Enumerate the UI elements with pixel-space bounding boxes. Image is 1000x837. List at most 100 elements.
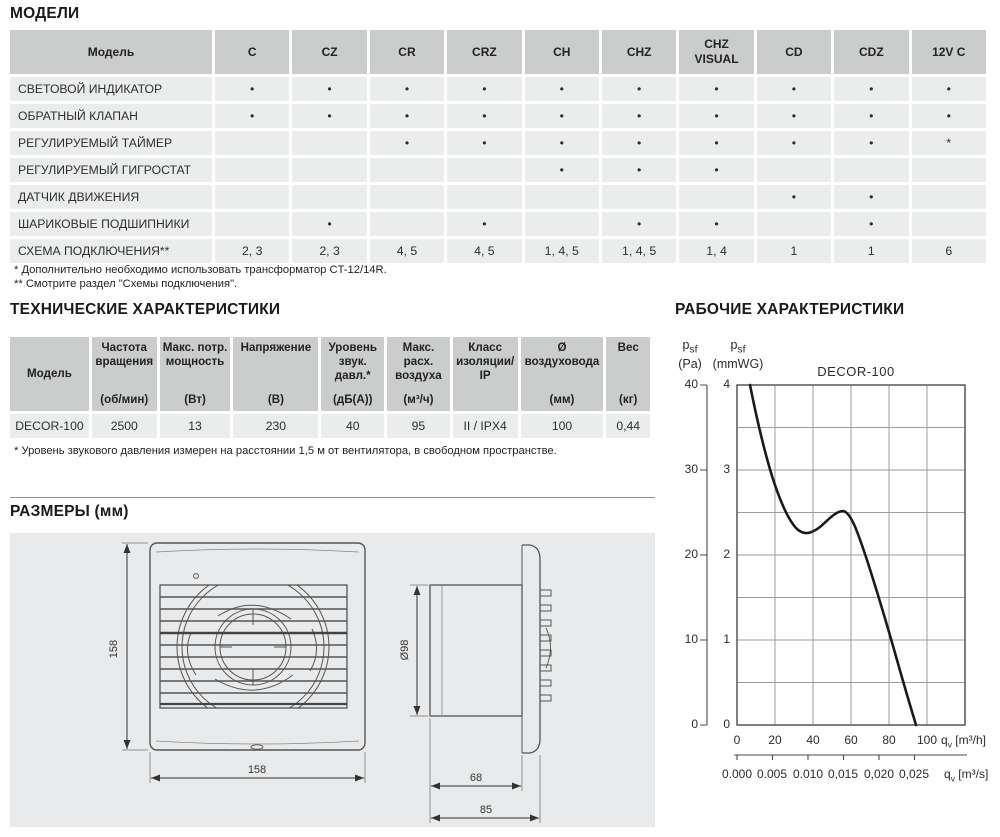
dimensions-drawing-panel: 158 158 — [10, 533, 655, 827]
table-row: СХЕМА ПОДКЛЮЧЕНИЯ** 2, 3 2, 3 4, 5 4, 5 1, 4… — [10, 239, 986, 263]
feature-cell — [369, 185, 445, 209]
feature-cell: • — [215, 104, 290, 128]
tech-section-title: ТЕХНИЧЕСКИЕ ХАРАКТЕРИСТИКИ — [10, 301, 281, 318]
axis-label-subscript: v — [950, 773, 955, 784]
tech-cell: 40 — [321, 414, 385, 438]
feature-label: ОБРАТНЫЙ КЛАПАН — [10, 104, 212, 128]
m3s-axis — [734, 754, 967, 760]
feature-cell: 2, 3 — [215, 239, 290, 263]
feature-cell — [524, 212, 599, 236]
table-row: ОБРАТНЫЙ КЛАПАН • • • • • • • • • • — [10, 104, 986, 128]
mmwg-tick: 0 — [723, 717, 730, 731]
feature-cell: • — [292, 212, 367, 236]
mmwg-tick: 2 — [723, 547, 730, 561]
x-tick: 0 — [733, 733, 741, 747]
feature-cell: • — [369, 131, 445, 155]
feature-cell: 1 — [834, 239, 909, 263]
feature-cell: • — [601, 212, 677, 236]
feature-cell — [215, 158, 290, 182]
axis-label-subscript: v — [947, 739, 952, 750]
tech-table: Модель Частота вращения (об/мин) Макс. по… — [7, 334, 653, 441]
tech-header: Вес (кг) — [606, 337, 650, 411]
x-tick: 80 — [882, 733, 896, 747]
fan-side-view — [429, 544, 552, 754]
models-header-col: CHZ — [601, 30, 677, 74]
tech-header-unit: (мм) — [549, 393, 575, 407]
feature-cell: • — [679, 104, 754, 128]
tech-header-unit: (м³/ч) — [403, 393, 434, 407]
feature-cell: • — [292, 77, 367, 101]
feature-cell — [524, 185, 599, 209]
axis-label-subscript: sf — [737, 344, 746, 356]
chart-gridlines — [737, 385, 965, 725]
axis-label-symbol: q — [941, 733, 948, 747]
axis-label-symbol: p — [730, 338, 738, 352]
fan-technical-drawing: 158 158 — [108, 542, 552, 823]
table-row: ШАРИКОВЫЕ ПОДШИПНИКИ • • • • • — [10, 212, 986, 236]
tech-header-unit: (кг) — [619, 393, 638, 407]
feature-cell — [215, 212, 290, 236]
axis-label-unit: (Pa) — [678, 357, 702, 371]
tech-data-row: DECOR-100 2500 13 230 40 95 II / IPX4 10… — [10, 414, 650, 438]
feature-cell — [911, 158, 986, 182]
mmwg-tick: 3 — [723, 462, 730, 476]
feature-cell — [911, 185, 986, 209]
tech-header: Уровень звук. давл.* (дБ(А)) — [321, 337, 385, 411]
fan-front-view — [149, 542, 366, 751]
feature-cell: • — [911, 77, 986, 101]
feature-cell: • — [292, 104, 367, 128]
models-header-col: CZ — [292, 30, 367, 74]
feature-cell — [911, 212, 986, 236]
feature-cell — [834, 158, 909, 182]
feature-cell — [447, 185, 522, 209]
models-header-col: C — [215, 30, 290, 74]
models-header-model: Модель — [10, 30, 212, 74]
feature-cell: 1, 4, 5 — [601, 239, 677, 263]
feature-cell: • — [679, 158, 754, 182]
axis-label-unit: [m³/s] — [958, 767, 989, 781]
tech-cell: 230 — [233, 414, 319, 438]
performance-section-title: РАБОЧИЕ ХАРАКТЕРИСТИКИ — [675, 301, 905, 318]
models-footnote-2: ** Смотрите раздел "Схемы подключения". — [14, 278, 238, 290]
feature-cell — [601, 185, 677, 209]
tech-header-unit: (В) — [267, 393, 284, 407]
tech-header: Макс. потр. мощность (Вт) — [159, 337, 231, 411]
tech-header-unit: (об/мин) — [100, 393, 149, 407]
fan-performance-curve — [748, 383, 918, 727]
feature-cell: 2, 3 — [292, 239, 367, 263]
axis-label-unit: (mmWG) — [712, 357, 764, 371]
models-header-col: CDZ — [834, 30, 909, 74]
feature-cell — [215, 185, 290, 209]
x-axis-unit-label: qv [m³/h] — [941, 733, 986, 749]
axis-label-symbol: p — [682, 338, 690, 352]
pa-tick: 0 — [691, 717, 698, 731]
tech-header-name: Напряжение — [240, 341, 312, 354]
chart-border — [736, 384, 966, 726]
pa-axis-label: psf (Pa) — [668, 338, 712, 372]
feature-cell: • — [524, 131, 599, 155]
pa-axis — [700, 384, 708, 726]
feature-cell: • — [601, 104, 677, 128]
models-header-col: CHZ VISUAL — [679, 30, 754, 74]
table-row: РЕГУЛИРУЕМЫЙ ГИГРОСТАТ • • • — [10, 158, 986, 182]
feature-cell: • — [834, 104, 909, 128]
feature-cell: • — [756, 131, 832, 155]
feature-cell: • — [834, 185, 909, 209]
tech-header-name: Ø воздуховода — [524, 341, 600, 368]
feature-label: СХЕМА ПОДКЛЮЧЕНИЯ** — [10, 239, 212, 263]
feature-label: ШАРИКОВЫЕ ПОДШИПНИКИ — [10, 212, 212, 236]
mmwg-axis-label: psf (mmWG) — [708, 338, 768, 372]
feature-cell: • — [215, 77, 290, 101]
tech-cell: 13 — [159, 414, 231, 438]
total-depth-dimension: 85 — [480, 804, 492, 816]
feature-cell: • — [756, 104, 832, 128]
tech-header-name: Модель — [27, 367, 72, 381]
x-tick: 40 — [806, 733, 820, 747]
table-row: СВЕТОВОЙ ИНДИКАТОР • • • • • • • • • • — [10, 77, 986, 101]
tech-header-name: Вес — [617, 341, 639, 354]
tech-header-name: Макс. потр. мощность — [162, 341, 228, 368]
tech-header: Макс. расх. воздуха (м³/ч) — [387, 337, 450, 411]
x2-tick: 0,025 — [898, 767, 930, 781]
models-header-row: Модель C CZ CR CRZ CH CHZ CHZ VISUAL CD … — [10, 30, 986, 74]
tech-header: Класс изоляции/ IP — [452, 337, 518, 411]
